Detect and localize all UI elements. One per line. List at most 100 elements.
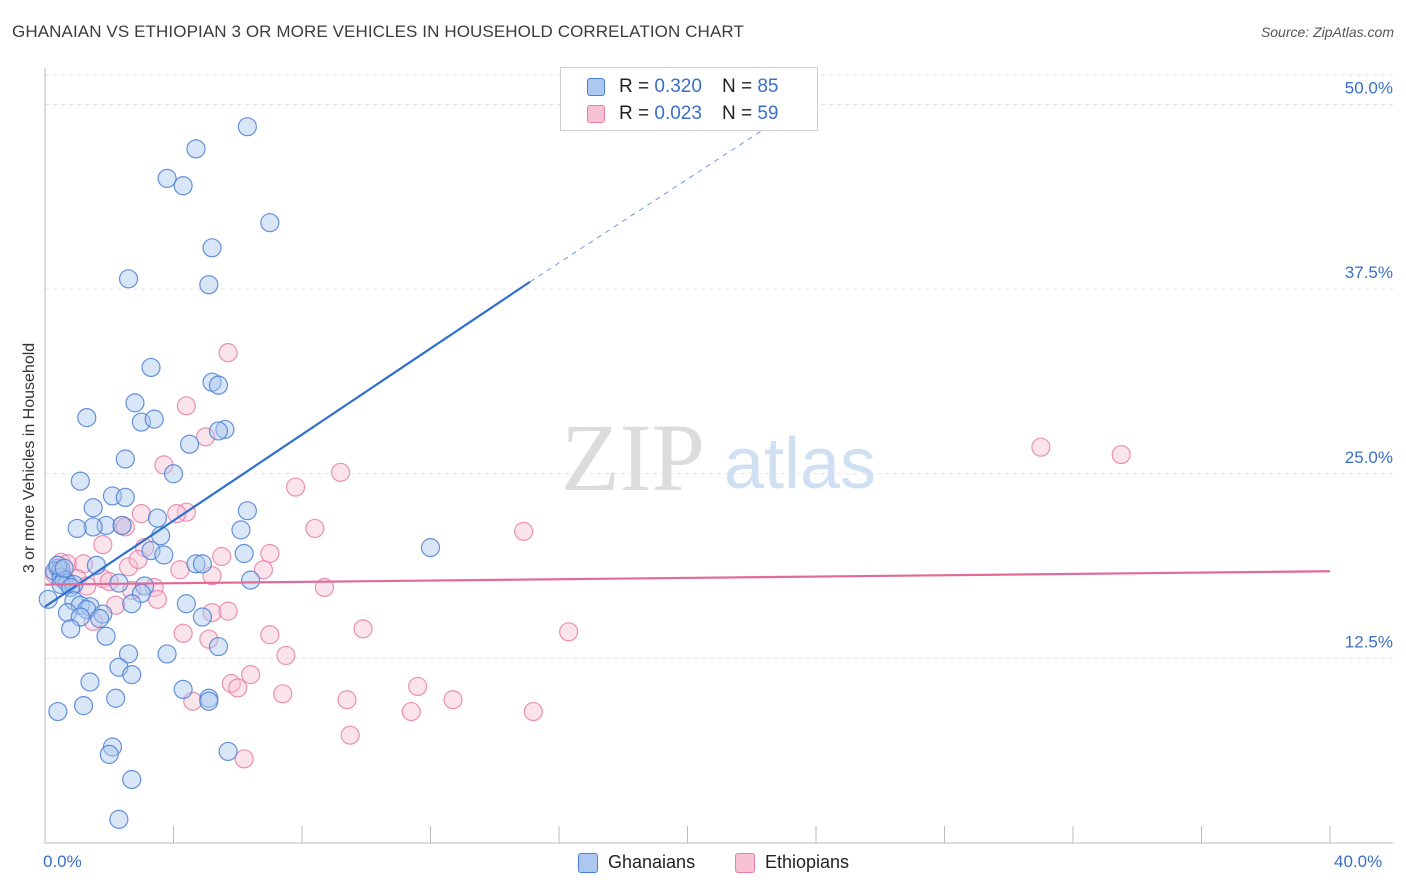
ghanaian-point [122,769,142,790]
ghanaian-point [173,679,193,700]
ghanaian-point [208,421,229,441]
r-label: R = [619,76,650,97]
ethiopian-point [443,690,463,710]
ethiopian-point [276,645,296,666]
ghanaian-point [163,464,184,484]
ghanaian-point [202,238,222,258]
blue-swatch [578,852,598,873]
watermark-zip: ZIP [561,404,705,511]
legend-row-ethiopians: R = 0.023 N = 59 [587,103,778,125]
trend-lines [44,126,1331,608]
ethiopian-point [199,629,219,649]
y-tick-label: 12.5% [1345,632,1393,651]
ethiopian-point [115,517,135,537]
ethiopian-point [401,701,421,722]
ghanaian-point [90,608,110,629]
ethiopian-point [523,701,543,722]
ghanaian-point [234,543,254,564]
ghanaians-trend-extension [529,126,769,283]
ethiopian-point [93,535,113,555]
source-label: Source: ZipAtlas.com [1260,24,1394,40]
ghanaian-point [199,691,219,711]
ghanaian-point [237,501,257,521]
watermark-atlas: atlas [724,424,876,504]
legend-item-ethiopians: Ethiopians [735,852,849,873]
axes [44,68,1393,844]
ghanaian-point [186,554,206,574]
ghanaian-point [154,545,174,565]
correlation-legend: R = 0.320 N = 85 R = 0.023 N = 59 [560,67,818,131]
pink-swatch [735,852,755,873]
y-tick-label: 25.0% [1345,448,1393,467]
ethiopian-point [173,623,193,643]
ghanaian-point [231,520,251,540]
ghanaian-point [96,626,116,646]
ghanaian-point [215,419,235,440]
ghanaian-point [208,375,229,395]
series-legend: Ghanaians Ethiopians [0,852,1406,876]
chart-title: GHANAIAN VS ETHIOPIAN 3 OR MORE VEHICLES… [12,22,744,41]
ghanaian-point [260,213,280,233]
ghanaian-point [157,168,177,188]
ghanaian-point [106,688,126,708]
ghanaian-point [118,269,139,289]
ethiopian-point [241,665,261,685]
ghanaian-point [192,607,213,627]
y-tick-label: 37.5% [1345,263,1393,282]
ethiopian-point [408,676,428,697]
r-value: 0.023 [654,103,702,124]
ethiopian-point [176,396,196,416]
ethiopian-point [99,571,119,592]
ethiopian-point [260,543,280,564]
ghanaian-point [179,434,200,454]
ghanaian-point [80,672,100,692]
x-tick-min: 0.0% [43,852,82,871]
x-tick-max: 40.0% [1334,852,1383,871]
ghanaian-point [54,558,74,578]
legend-row-ghanaians: R = 0.320 N = 85 [587,76,778,98]
ghanaian-point [99,744,119,764]
ghanaian-point [115,487,135,507]
ghanaian-point [83,498,103,518]
ghanaian-point [57,602,78,623]
ghanaian-point [125,393,145,413]
y-tick-label: 50.0% [1345,79,1393,98]
ethiopian-point [218,343,238,363]
ethiopian-point [273,684,293,704]
ethiopian-point [1111,444,1131,465]
ghanaian-point [67,518,87,539]
ghanaian-point [141,357,161,378]
ghanaian-point [109,809,129,829]
r-label: R = [619,103,650,124]
ethiopian-point [330,462,351,482]
ghanaian-point [176,594,196,614]
ghanaian-point [61,619,81,639]
ethiopian-point [305,518,325,539]
ethiopian-point [118,557,139,577]
ethiopians-trend-line [44,570,1331,586]
legend-label: Ethiopians [765,852,850,872]
legend-item-ghanaians: Ghanaians [578,852,695,873]
ethiopian-point [170,560,190,580]
ghanaian-point [83,517,103,537]
ethiopian-point [353,619,373,639]
grid-lines [45,74,1393,659]
r-value: 0.320 [654,76,702,97]
ethiopian-point [559,622,579,642]
ghanaian-point [420,538,441,558]
ghanaian-point [122,665,142,685]
ghanaian-point [173,176,193,196]
ethiopian-point [228,678,248,698]
ghanaian-point [199,275,219,295]
n-value: 59 [757,103,779,124]
legend-label: Ghanaians [608,852,696,872]
ethiopian-point [202,602,222,623]
ethiopian-point [212,546,232,567]
n-label: N = [721,103,753,124]
n-label: N = [721,76,753,97]
y-tick-labels: 12.5% 25.0% 37.5% 50.0% [1345,79,1393,652]
ethiopians-points [45,343,1131,769]
ghanaian-point [218,741,238,762]
ghanaian-point [112,515,132,536]
